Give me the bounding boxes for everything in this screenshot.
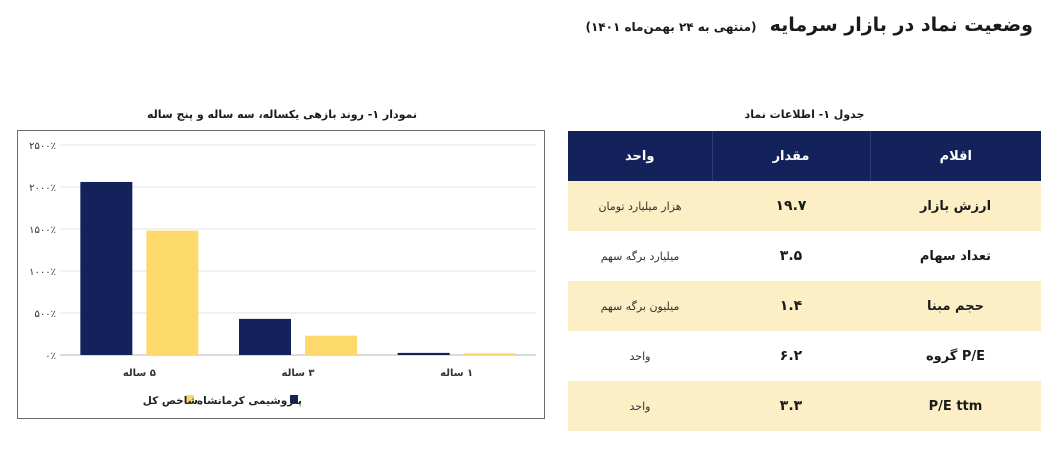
table-cell-item: P/E ttm <box>870 381 1041 431</box>
column-header-value: مقدار <box>711 131 870 181</box>
y-tick-label: ۰٪ <box>45 351 56 362</box>
table-row-base-volume: حجم مبنا ۱.۴ میلیون برگه سهم <box>568 281 1041 331</box>
table-cell-unit: واحد <box>568 381 712 431</box>
table-cell-item: P/E گروه <box>870 331 1041 381</box>
page-title-main: وضعیت نماد در بازار سرمایه <box>769 14 1033 36</box>
y-tick-label: ۲۵۰۰٪ <box>29 141 56 152</box>
bar-chart: ۰٪ ۵۰۰٪ ۱۰۰۰٪ ۱۵۰۰٪ ۲۰۰۰٪ ۲۵۰۰٪ ۱ ساله ۳ ساله ۵ … <box>17 130 545 419</box>
column-header-unit: واحد <box>568 131 712 181</box>
bar <box>397 352 450 355</box>
table-cell-item: حجم مبنا <box>870 281 1041 331</box>
y-tick-label: ۱۵۰۰٪ <box>29 225 56 236</box>
page-title-subtitle: (منتهی به ۲۴ بهمن‌ماه ۱۴۰۱) <box>585 20 757 34</box>
legend-swatch <box>186 395 194 403</box>
table-cell-value: ۳.۵ <box>712 231 870 281</box>
y-tick-label: ۲۰۰۰٪ <box>29 183 56 194</box>
y-tick-label: ۵۰۰٪ <box>35 309 56 320</box>
bar <box>239 318 291 355</box>
table-row-share-count: تعداد سهام ۳.۵ میلیارد برگه سهم <box>568 231 1041 281</box>
chart-canvas: ۰٪ ۵۰۰٪ ۱۰۰۰٪ ۱۵۰۰٪ ۲۰۰۰٪ ۲۵۰۰٪ ۱ ساله ۳ ساله ۵ … <box>29 141 536 407</box>
bar <box>463 353 516 355</box>
legend-label: شاخص کل <box>143 395 198 407</box>
table-header-row: اقلام مقدار واحد <box>568 131 1041 181</box>
table-row-pe-group: P/E گروه ۶.۲ واحد <box>568 331 1041 381</box>
table-row-pe-ttm: P/E ttm ۳.۳ واحد <box>568 381 1041 431</box>
bar <box>305 335 357 355</box>
table-cell-value: ۱.۴ <box>712 281 870 331</box>
bar <box>146 230 199 355</box>
page-title: وضعیت نماد در بازار سرمایه (منتهی به ۲۴ … <box>586 14 1034 36</box>
table-cell-unit: هزار میلیارد تومان <box>568 181 712 231</box>
table-cell-item: ارزش بازار <box>870 181 1041 231</box>
legend-label: پتروشیمی کرمانشاه <box>197 395 302 407</box>
x-tick-label: ۵ ساله <box>123 368 156 379</box>
column-header-item: اقلام <box>869 131 1041 181</box>
table-caption: جدول ۱- اطلاعات نماد <box>744 108 865 121</box>
table-cell-value: ۱۹.۷ <box>712 181 870 231</box>
table-cell-unit: واحد <box>568 331 712 381</box>
bar <box>80 181 133 355</box>
chart-title: نمودار ۱- روند بازهی یکساله، سه ساله و پ… <box>146 108 418 121</box>
table-cell-unit: میلیارد برگه سهم <box>568 231 712 281</box>
table-row-market-value: ارزش بازار ۱۹.۷ هزار میلیارد تومان <box>568 181 1041 231</box>
x-tick-label: ۱ ساله <box>440 368 473 379</box>
legend-swatch <box>290 395 298 403</box>
table-cell-unit: میلیون برگه سهم <box>568 281 712 331</box>
table-cell-item: تعداد سهام <box>870 231 1041 281</box>
x-tick-label: ۳ ساله <box>282 368 315 379</box>
symbol-info-table: اقلام مقدار واحد ارزش بازار ۱۹.۷ هزار می… <box>568 131 1041 431</box>
table-cell-value: ۶.۲ <box>712 331 870 381</box>
y-tick-label: ۱۰۰۰٪ <box>29 267 56 278</box>
table-cell-value: ۳.۳ <box>712 381 870 431</box>
